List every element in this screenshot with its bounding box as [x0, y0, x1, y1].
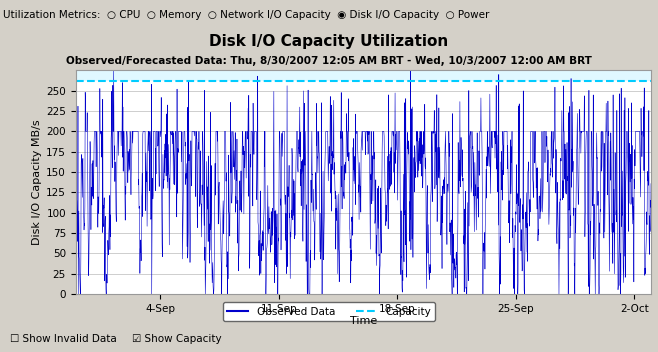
Observed Data	[631, 153, 639, 157]
X-axis label: Time: Time	[350, 316, 377, 326]
Text: Observed/Forecasted Data: Thu, 8/30/2007 12:05 AM BRT - Wed, 10/3/2007 12:00 AM : Observed/Forecasted Data: Thu, 8/30/2007…	[66, 56, 592, 67]
Line: Observed Data: Observed Data	[76, 70, 651, 294]
Text: Disk I/O Capacity Utilization: Disk I/O Capacity Utilization	[209, 34, 449, 49]
Observed Data	[72, 261, 80, 265]
Observed Data	[337, 136, 345, 140]
Legend: Observed Data, Capacity: Observed Data, Capacity	[223, 302, 435, 321]
Text: Utilization Metrics:  ○ CPU  ○ Memory  ○ Network I/O Capacity  ◉ Disk I/O Capaci: Utilization Metrics: ○ CPU ○ Memory ○ Ne…	[3, 10, 490, 20]
Observed Data	[110, 68, 118, 73]
Observed Data	[352, 132, 360, 136]
Text: ☐ Show Invalid Data: ☐ Show Invalid Data	[10, 334, 116, 344]
Capacity	[72, 79, 80, 83]
Observed Data	[101, 214, 109, 218]
Observed Data	[647, 232, 655, 236]
Observed Data	[74, 292, 82, 296]
Capacity	[89, 79, 97, 83]
Observed Data	[526, 224, 534, 228]
Text: ☑ Show Capacity: ☑ Show Capacity	[132, 334, 221, 344]
Observed Data	[631, 164, 639, 168]
Y-axis label: Disk I/O Capacity MB/s: Disk I/O Capacity MB/s	[32, 119, 42, 245]
Bar	[76, 66, 651, 81]
